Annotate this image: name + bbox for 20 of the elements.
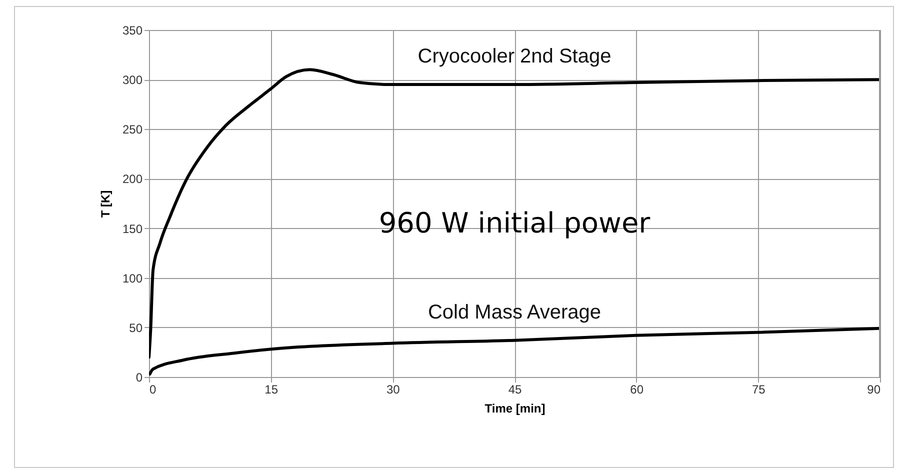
x-tick-label: 30 — [386, 382, 400, 396]
x-tick-label: 90 — [867, 382, 881, 396]
y-axis-title: T [K] — [98, 190, 112, 218]
y-tick-label: 350 — [122, 24, 143, 38]
y-tick-label: 200 — [122, 172, 143, 186]
y-tick-label: 0 — [136, 370, 143, 384]
series-label: Cryocooler 2nd Stage — [418, 46, 612, 68]
y-tick-label: 100 — [122, 271, 143, 286]
x-tick-label: 75 — [752, 382, 766, 396]
y-tick-label: 50 — [129, 320, 143, 335]
x-tick-label: 15 — [264, 382, 278, 396]
y-tick-label: 250 — [122, 122, 143, 137]
x-tick-label: 60 — [630, 382, 644, 396]
y-tick-label: 150 — [122, 222, 143, 236]
x-tick-label: 0 — [150, 382, 156, 396]
x-axis-title: Time [min] — [484, 402, 546, 416]
x-tick-label: 45 — [508, 382, 522, 396]
series-label: Cold Mass Average — [428, 301, 602, 324]
y-tick-label: 300 — [122, 73, 143, 88]
annotation: 960 W initial power — [378, 206, 651, 240]
